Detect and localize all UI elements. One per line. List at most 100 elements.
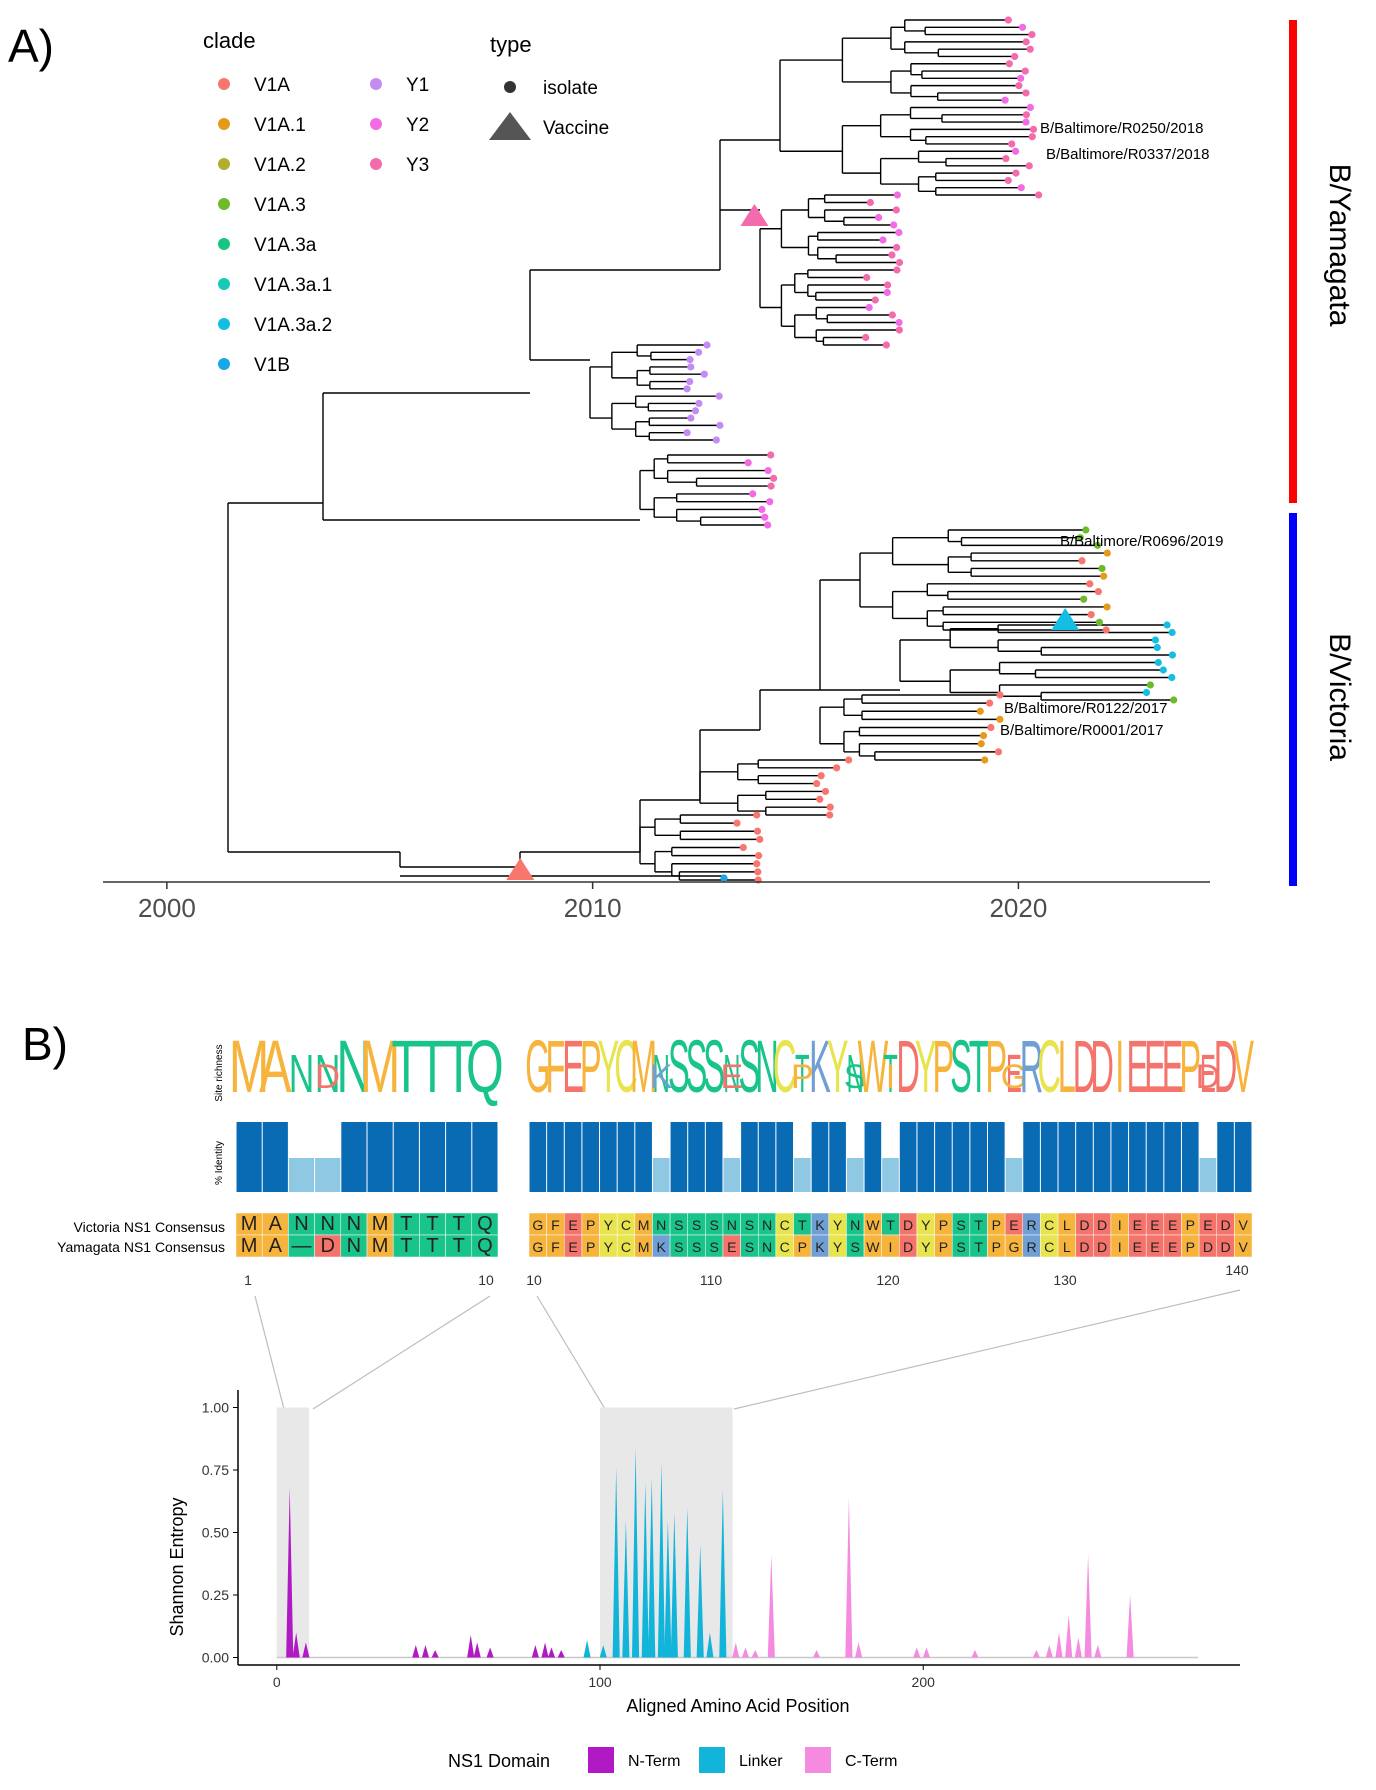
tree-tip-y3	[888, 311, 896, 319]
consensus-letter-yamagata: S	[674, 1239, 683, 1255]
clade-legend-label: V1A.2	[254, 155, 306, 176]
connector-left-b	[312, 1295, 491, 1410]
entropy-peak-n-term	[467, 1635, 475, 1658]
tree-tip-v1a	[1078, 557, 1086, 565]
identity-bar	[419, 1122, 446, 1192]
consensus-letter-yamagata: S	[851, 1239, 860, 1255]
consensus-letter-victoria: T	[974, 1217, 983, 1233]
tree-tip-v1a.3	[1080, 595, 1088, 603]
tree-x-axis: 2000 2010 2020	[103, 881, 1210, 923]
consensus-letter-victoria: N	[347, 1213, 361, 1235]
clade-legend: V1A V1A.1 V1A.2 V1A.3 V1A.3a V1A.3a.1 V1A.3a.2…	[218, 75, 429, 376]
logo-letter: Q	[466, 1026, 504, 1109]
identity-bar	[758, 1122, 776, 1192]
tree-tip-v1a	[753, 811, 761, 819]
logo-letter: D	[1214, 1026, 1238, 1109]
clade-legend-dot	[218, 238, 230, 250]
tip-label-r0337: B/Baltimore/R0337/2018	[1046, 146, 1209, 163]
clade-legend-label: V1A.3a	[254, 235, 317, 256]
tree-tip-y2	[879, 236, 887, 244]
logo-letter-minor: D	[1196, 1058, 1221, 1096]
tree-axis-tick-label: 2010	[564, 893, 622, 923]
tree-tip-v1a.3	[1095, 618, 1104, 626]
consensus-letter-victoria: D	[903, 1217, 913, 1233]
consensus-letter-yamagata: M	[372, 1235, 389, 1257]
consensus-letter-victoria: C	[780, 1217, 790, 1233]
identity-bar	[882, 1158, 899, 1192]
consensus-letter-yamagata: P	[586, 1239, 595, 1255]
tree-tip-y2	[895, 318, 903, 327]
logo-letter: N	[847, 1043, 864, 1104]
tree-tip-v1a	[996, 691, 1004, 699]
right-tick-110: 110	[700, 1272, 723, 1288]
logo-letter: S	[703, 1026, 725, 1109]
tree-tip-y2	[1017, 74, 1025, 82]
consensus-letter-yamagata: M	[241, 1235, 258, 1257]
entropy-x-label: Aligned Amino Acid Position	[626, 1696, 849, 1716]
entropy-peak-c-term	[767, 1555, 775, 1658]
tree-tip-y2	[1018, 23, 1027, 31]
identity-bar	[811, 1122, 829, 1192]
tree-tip-v1a.3a.2	[1154, 658, 1162, 667]
consensus-letter-victoria: D	[1220, 1217, 1230, 1233]
clade-legend-label: V1A.3a.2	[254, 315, 332, 336]
entropy-peak-n-term	[473, 1642, 481, 1658]
tree-tip-v1a	[813, 779, 821, 788]
tree-tip-y2	[761, 513, 769, 521]
consensus-letter-victoria: P	[992, 1217, 1001, 1233]
tree-tip-v1a	[821, 787, 830, 796]
identity-bar	[1040, 1122, 1058, 1192]
consensus-letter-yamagata: G	[532, 1239, 543, 1255]
tree-tip-y2	[764, 466, 772, 475]
consensus-letter-victoria: N	[656, 1217, 666, 1233]
consensus-letter-victoria: Q	[477, 1213, 493, 1235]
entropy-peak-c-term	[1126, 1595, 1134, 1658]
logo-letter: E	[1006, 1043, 1022, 1104]
logo-letter: Y	[827, 1026, 849, 1109]
entropy-peak-c-term	[971, 1650, 979, 1658]
clade-legend-dot	[218, 198, 230, 210]
identity-bar	[1058, 1122, 1076, 1192]
identity-bar	[315, 1158, 341, 1192]
consensus-letter-yamagata: W	[866, 1239, 880, 1255]
clade-legend-dot	[218, 358, 230, 370]
identity-bar	[1199, 1158, 1217, 1192]
logo-letter-minor: K	[650, 1058, 673, 1096]
consensus-letter-yamagata: T	[453, 1235, 465, 1257]
identity-bar	[987, 1122, 1005, 1192]
tree-tip-y3	[1028, 133, 1036, 141]
consensus-letter-victoria: L	[1063, 1217, 1071, 1233]
identity-bar	[794, 1158, 811, 1192]
entropy-peak-n-term	[412, 1645, 420, 1658]
identity-bar	[529, 1122, 547, 1192]
identity-bar	[705, 1122, 723, 1192]
entropy-y-label: Shannon Entropy	[167, 1497, 187, 1636]
logo-letter: C	[773, 1026, 797, 1109]
entropy-peak-c-term	[732, 1642, 740, 1658]
tree-tip-y3	[871, 296, 879, 304]
identity-bar	[1164, 1122, 1181, 1192]
consensus-letter-victoria: N	[850, 1217, 860, 1233]
logo-letter: S	[668, 1026, 690, 1109]
logo-letter: V	[1232, 1026, 1254, 1109]
tree-tip-y3	[1022, 89, 1030, 97]
left-tick-10: 10	[478, 1272, 494, 1288]
tree-tip-y3	[882, 341, 890, 349]
logo-letter: T	[795, 1043, 810, 1104]
domain-legend-label: N-Term	[628, 1753, 680, 1770]
clade-legend-label: V1A	[254, 75, 290, 96]
clade-legend-dot	[370, 118, 382, 130]
entropy-peak-linker	[612, 1467, 620, 1658]
consensus-letter-yamagata: P	[1186, 1239, 1195, 1255]
identity-bar	[547, 1122, 564, 1192]
tree-tip-y1	[686, 377, 694, 386]
tree-branches	[227, 19, 1174, 881]
consensus-letter-yamagata: K	[657, 1239, 667, 1255]
entropy-peak-n-term	[421, 1645, 430, 1658]
tree-tip-y1	[687, 414, 695, 422]
tree-tip-v1a	[1102, 626, 1110, 634]
tree-tip-y3	[767, 482, 775, 490]
consensus-letter-yamagata: Y	[833, 1239, 843, 1255]
tree-tip-y1	[683, 429, 691, 437]
tree-tip-y3	[895, 258, 904, 267]
